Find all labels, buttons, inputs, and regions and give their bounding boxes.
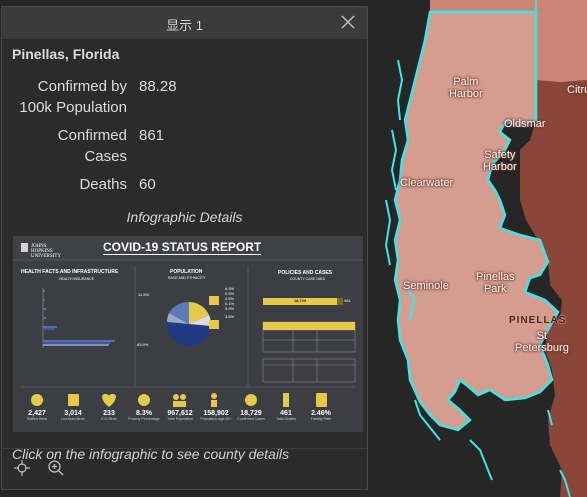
pie-label: 3.8%: [225, 314, 235, 319]
pie-label: 9.9%: [225, 306, 235, 311]
popup-header: 显示 1: [2, 7, 367, 40]
pie-label: 0.1%: [225, 301, 235, 306]
section-title: Infographic Details: [126, 209, 243, 225]
pie-label: 6.5%: [225, 286, 235, 291]
map-label-clearwater: Clearwater: [400, 177, 454, 189]
stat-item: 967,612 Total Population: [167, 410, 193, 421]
neighbor-county-area: [430, 0, 587, 497]
stat-item: 233 ICU Beds: [101, 410, 117, 421]
crosshair-icon[interactable]: [13, 459, 31, 477]
field-row: Confirmed by 100k Population 88.28: [12, 76, 177, 118]
popup-body: Pinellas, Florida Confirmed by 100k Popu…: [2, 40, 367, 462]
stat-item: 18,729 Confirmed Cases: [237, 410, 265, 421]
popup-title: 显示 1: [166, 18, 203, 33]
jhu-logo-text: JOHNS HOPKINS UNIVERSITY: [31, 244, 61, 259]
health-bar-chart: [42, 288, 115, 348]
infographic-image[interactable]: JOHNS HOPKINS UNIVERSITY COVID-19 STATUS…: [13, 236, 363, 432]
pasco-county-area: [430, 0, 587, 82]
map-label-citrus: Citru: [567, 84, 587, 96]
population-pie-chart: [167, 296, 219, 346]
pie-label: 11.5%: [138, 292, 150, 297]
close-icon[interactable]: [339, 13, 357, 31]
popup-footer: [2, 448, 367, 489]
pie-label: 63.9%: [137, 342, 149, 347]
infographic-graphics: [13, 236, 363, 432]
attribute-table: Confirmed by 100k Population 88.28 Confi…: [12, 76, 177, 195]
stat-icon-row: [31, 393, 327, 407]
health-section-title: HEALTH FACTS AND INFRASTRUCTURE: [21, 269, 119, 275]
map-label-oldsmar: Oldsmar: [504, 118, 546, 130]
population-section-title: POPULATION: [170, 269, 203, 275]
map-label-seminole: Seminole: [403, 280, 449, 292]
policies-section-title: POLICIES AND CASES: [278, 270, 332, 276]
pie-label: 0.5%: [225, 291, 235, 296]
health-sub-title: HEALTH INSURANCE: [59, 277, 95, 281]
pie-label: 0.5%: [225, 296, 235, 301]
field-row: Confirmed Cases 861: [12, 118, 177, 167]
map-label-safety-harbor: Safety Harbor: [483, 149, 517, 173]
map-label-palm-harbor: Palm Harbor: [449, 76, 483, 100]
map-label-county: PINELLAS: [509, 315, 567, 326]
stat-item: 2,427 Staffed Beds: [26, 410, 48, 421]
field-value: 88.28: [139, 78, 177, 95]
field-value: 60: [139, 176, 156, 193]
field-row: Deaths 60: [12, 167, 177, 195]
policies-sub-title: COUNTY CASE DATA: [290, 277, 326, 281]
deaths-bar-label: 461: [344, 298, 351, 303]
field-label: Confirmed Cases: [57, 127, 127, 165]
stat-item: 8.3% Poverty Percentage: [128, 410, 160, 421]
field-label: Confirmed by 100k Population: [19, 78, 127, 116]
zoom-in-icon[interactable]: [47, 459, 65, 477]
feature-popup: 显示 1 Pinellas, Florida Confirmed by 100k…: [1, 6, 368, 490]
map-label-st-petersburg: St Petersburg: [515, 330, 569, 354]
stat-item: 3,014 Licensed Beds: [61, 410, 85, 421]
map-label-pinellas-park: Pinellas Park: [476, 271, 515, 295]
report-title: COVID-19 STATUS REPORT: [103, 240, 262, 255]
pinellas-county-area: [393, 10, 560, 432]
stat-item: 158,902 Population Age 65+: [200, 410, 232, 421]
county-name: Pinellas, Florida: [12, 46, 120, 62]
stat-item: 2.46% Fatality Rate: [310, 410, 332, 421]
stat-item: 461 Total Deaths: [276, 410, 296, 421]
field-label: Deaths: [79, 176, 127, 193]
confirmed-bar-label: 18,729: [294, 298, 307, 303]
infographic-caption: Click on the infographic to see county d…: [12, 446, 290, 462]
field-value: 861: [139, 127, 165, 144]
population-sub-title: RACE AND ETHNICITY: [168, 276, 206, 280]
